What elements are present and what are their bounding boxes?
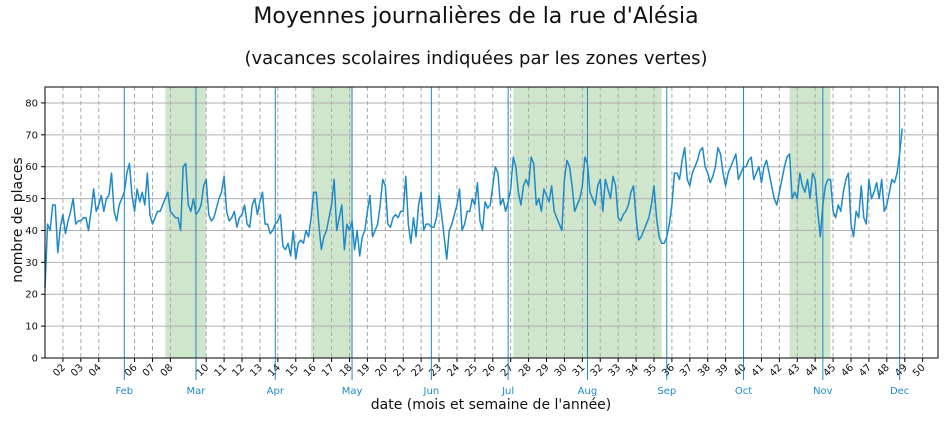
y-tick-label: 70	[25, 130, 38, 141]
x-week-label: 03	[69, 362, 86, 379]
x-month-label: Nov	[813, 386, 833, 397]
y-tick-label: 30	[25, 258, 38, 269]
x-week-label: 10	[195, 362, 212, 379]
x-week-label: 39	[714, 362, 731, 379]
x-week-label: 47	[857, 362, 874, 379]
x-week-label: 46	[839, 362, 856, 379]
x-week-label: 04	[87, 362, 104, 379]
x-week-label: 43	[786, 362, 803, 379]
x-month-label: Mar	[187, 386, 207, 397]
x-week-label: 26	[481, 362, 498, 379]
x-week-label: 37	[678, 362, 695, 379]
x-week-label: 25	[463, 362, 480, 379]
x-week-label: 33	[606, 362, 623, 379]
x-month-label: Apr	[267, 386, 285, 397]
x-week-label: 07	[141, 362, 158, 379]
x-month-label: Feb	[115, 386, 133, 397]
x-week-label: 11	[212, 362, 229, 379]
y-tick-label: 40	[25, 226, 38, 237]
x-week-label: 38	[696, 362, 713, 379]
x-week-label: 16	[302, 362, 319, 379]
x-week-label: 44	[804, 362, 821, 379]
x-week-label: 36	[660, 362, 677, 379]
x-week-label: 48	[875, 362, 892, 379]
x-week-label: 12	[230, 362, 247, 379]
y-axis-label: nombre de places	[10, 157, 26, 283]
x-week-label: 27	[499, 362, 516, 379]
x-week-label: 19	[356, 362, 373, 379]
x-week-label: 29	[535, 362, 552, 379]
x-week-label: 35	[642, 362, 659, 379]
x-week-label: 14	[266, 362, 283, 379]
x-month-label: Aug	[578, 386, 598, 397]
x-month-label: Oct	[735, 386, 752, 397]
x-week-label: 20	[374, 362, 391, 379]
y-tick-label: 10	[25, 322, 38, 333]
x-week-label: 21	[392, 362, 409, 379]
x-week-label: 06	[123, 362, 140, 379]
vacation-zone	[165, 87, 207, 358]
x-week-label: 41	[750, 362, 767, 379]
x-week-label: 23	[427, 362, 444, 379]
series-line	[44, 128, 903, 288]
y-tick-label: 0	[32, 354, 38, 365]
vacation-zone	[789, 87, 831, 358]
x-week-label: 02	[51, 362, 68, 379]
x-month-label: May	[342, 386, 363, 397]
x-week-label: 13	[248, 362, 265, 379]
chart-title: Moyennes journalières de la rue d'Alésia	[253, 4, 699, 29]
x-week-label: 42	[768, 362, 785, 379]
x-week-label: 30	[553, 362, 570, 379]
x-month-label: Jul	[501, 386, 514, 397]
x-week-label: 34	[624, 362, 641, 379]
x-month-label: Sep	[657, 386, 676, 397]
x-week-label: 49	[893, 362, 910, 379]
x-week-label: 15	[284, 362, 301, 379]
chart-subtitle: (vacances scolaires indiquées par les zo…	[244, 48, 708, 69]
x-week-label: 31	[571, 362, 588, 379]
x-week-label: 40	[732, 362, 749, 379]
plot-frame	[44, 86, 939, 359]
x-week-label: 28	[517, 362, 534, 379]
x-week-label: 32	[589, 362, 606, 379]
x-axis-label: date (mois et semaine de l'année)	[370, 397, 612, 413]
y-tick-label: 80	[25, 98, 38, 109]
y-tick-label: 60	[25, 162, 38, 173]
x-month-label: Dec	[890, 386, 909, 397]
x-week-label: 17	[320, 362, 337, 379]
x-week-label: 50	[911, 362, 928, 379]
x-week-label: 08	[159, 362, 176, 379]
y-tick-label: 50	[25, 194, 38, 205]
x-month-label: Jun	[423, 386, 440, 397]
x-week-label: 45	[821, 362, 838, 379]
x-week-label: 22	[409, 362, 426, 379]
x-week-label: 24	[445, 362, 462, 379]
y-tick-label: 20	[25, 290, 38, 301]
